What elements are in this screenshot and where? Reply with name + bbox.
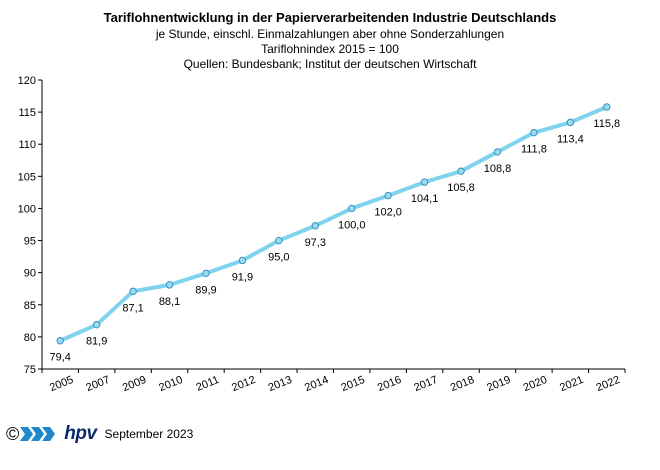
chart-subtitle-3: Quellen: Bundesbank; Institut der deutsc… <box>184 57 477 71</box>
footer: © hpv September 2023 <box>6 423 194 444</box>
y-tick-label: 110 <box>18 139 36 151</box>
data-point <box>165 281 174 289</box>
y-tick-label: 100 <box>18 203 36 215</box>
data-label: 100,0 <box>338 219 366 231</box>
data-label: 87,1 <box>122 302 143 314</box>
copyright-symbol: © <box>6 424 20 444</box>
y-axis-ticks: 75 80 85 90 95 100 105 110 115 120 <box>18 75 42 376</box>
data-point <box>420 178 429 186</box>
x-tick-label: 2018 <box>449 374 476 394</box>
x-tick-label: 2011 <box>195 374 221 394</box>
line-chart: Tariflohnentwicklung in der Papierverarb… <box>18 10 626 394</box>
y-tick-label: 120 <box>18 75 36 87</box>
data-label: 95,0 <box>268 252 289 264</box>
data-point <box>566 118 575 127</box>
footer-date: September 2023 <box>104 427 194 441</box>
x-tick-label: 2014 <box>303 374 330 394</box>
data-label: 113,4 <box>557 133 584 145</box>
data-point <box>92 320 101 329</box>
data-label: 81,9 <box>86 336 107 348</box>
chart-subtitle-1: je Stunde, einschl. Einmalzahlungen aber… <box>155 27 504 41</box>
data-points <box>56 103 611 345</box>
x-tick-label: 2010 <box>157 374 184 394</box>
chart-title: Tariflohnentwicklung in der Papierverarb… <box>104 10 557 25</box>
x-tick-label: 2019 <box>485 374 512 394</box>
data-label: 115,8 <box>593 118 620 130</box>
data-point <box>275 236 283 245</box>
y-tick-label: 95 <box>24 236 36 248</box>
x-tick-label: 2017 <box>412 374 439 394</box>
x-tick-label: 2005 <box>48 374 75 394</box>
y-tick-label: 105 <box>18 171 36 183</box>
data-label: 79,4 <box>50 352 71 364</box>
data-point <box>457 167 465 175</box>
y-tick-label: 80 <box>24 332 36 344</box>
x-tick-label: 2022 <box>595 374 622 394</box>
x-tick-label: 2012 <box>230 374 257 394</box>
data-label: 104,1 <box>411 193 439 205</box>
axes <box>41 80 625 370</box>
y-tick-label: 115 <box>18 107 36 119</box>
data-label: 105,8 <box>447 182 475 194</box>
data-labels: 79,4 81,9 87,1 88,1 89,9 91,9 95,0 97,3 100,0 102… <box>50 118 621 364</box>
x-tick-label: 2007 <box>84 374 111 394</box>
data-label: 91,9 <box>232 271 253 283</box>
data-point <box>493 148 502 156</box>
data-point <box>311 222 319 230</box>
x-tick-label: 2009 <box>121 374 148 394</box>
logo-text: hpv <box>64 423 97 444</box>
data-label: 102,0 <box>374 207 402 219</box>
data-point <box>129 287 137 295</box>
data-label: 111,8 <box>521 144 547 156</box>
x-axis-ticks: 2005 2007 2009 2010 2011 2012 2013 2014 2015 2016… <box>41 369 626 394</box>
x-tick-label: 2013 <box>267 374 294 394</box>
x-tick-label: 2021 <box>558 374 585 394</box>
data-point <box>202 269 210 278</box>
x-tick-label: 2015 <box>340 374 367 394</box>
chart-subtitle-2: Tariflohnindex 2015 = 100 <box>261 42 399 56</box>
data-point <box>530 128 538 137</box>
data-point <box>384 191 392 200</box>
data-label: 89,9 <box>195 284 216 296</box>
x-tick-label: 2020 <box>522 374 549 394</box>
data-label: 108,8 <box>484 163 512 175</box>
logo-arrows-icon <box>20 427 56 441</box>
series-line <box>58 104 609 343</box>
data-point <box>348 204 356 213</box>
y-tick-label: 75 <box>24 364 36 376</box>
data-point <box>56 337 64 345</box>
data-point <box>238 256 247 265</box>
series-polyline <box>58 104 609 343</box>
x-tick-label: 2016 <box>376 374 403 394</box>
data-point <box>603 103 611 111</box>
y-tick-label: 85 <box>24 300 36 312</box>
data-label: 88,1 <box>159 296 180 308</box>
y-tick-label: 90 <box>24 268 36 280</box>
data-label: 97,3 <box>305 237 326 249</box>
